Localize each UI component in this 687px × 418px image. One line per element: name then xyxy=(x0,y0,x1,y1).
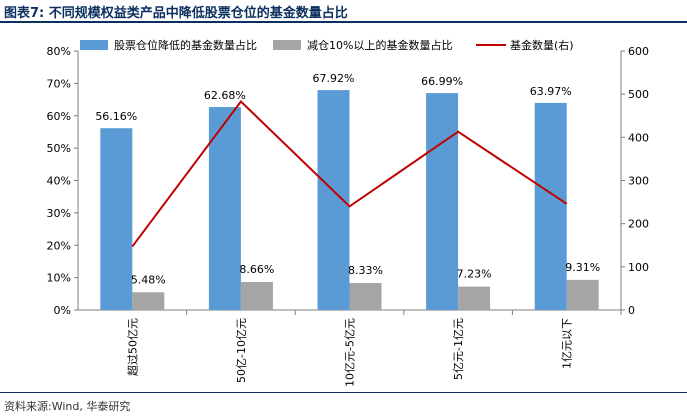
left-tick-label: 60% xyxy=(47,110,71,123)
left-tick-label: 10% xyxy=(47,272,71,285)
legend-swatch-cut-over-10 xyxy=(273,40,301,50)
legend-label: 减仓10%以上的基金数量占比 xyxy=(307,38,452,52)
position-cut-data-label: 66.99% xyxy=(421,75,463,88)
cut-over-10-data-label: 5.48% xyxy=(131,273,166,286)
position-cut-bar xyxy=(100,128,133,310)
cut-over-10-bar xyxy=(458,286,491,310)
right-tick-label: 0 xyxy=(628,304,635,317)
left-tick-label: 20% xyxy=(47,239,71,252)
position-cut-bar xyxy=(534,102,567,310)
left-tick-label: 40% xyxy=(47,175,71,188)
position-cut-data-label: 67.92% xyxy=(313,72,355,85)
left-tick-label: 30% xyxy=(47,207,71,220)
category-label: 50亿-10亿元 xyxy=(235,318,248,383)
cut-over-10-data-label: 7.23% xyxy=(457,268,492,281)
chart-line xyxy=(131,99,568,248)
left-tick-label: 70% xyxy=(47,77,71,90)
right-tick-label: 400 xyxy=(628,131,649,144)
cut-over-10-data-label: 8.66% xyxy=(239,263,274,276)
legend-label: 股票仓位降低的基金数量占比 xyxy=(114,38,257,52)
legend-swatch-position-cut xyxy=(80,40,108,50)
category-label: 1亿元以下 xyxy=(561,318,574,369)
category-label: 10亿元-5亿元 xyxy=(344,318,357,387)
figure-source: 资料来源:Wind, 华泰研究 xyxy=(4,400,131,413)
position-cut-data-label: 56.16% xyxy=(95,110,137,123)
right-tick-label: 200 xyxy=(628,218,649,231)
right-tick-label: 100 xyxy=(628,261,649,274)
source-divider xyxy=(0,392,687,393)
right-tick-label: 300 xyxy=(628,175,649,188)
position-cut-bar xyxy=(208,107,241,310)
position-cut-data-label: 62.68% xyxy=(204,89,246,102)
right-tick-label: 600 xyxy=(628,45,649,58)
category-label: 超过50亿元 xyxy=(125,318,139,376)
left-tick-label: 80% xyxy=(47,45,71,58)
category-label: 5亿元-1亿元 xyxy=(452,318,465,380)
cut-over-10-data-label: 9.31% xyxy=(565,261,600,274)
cut-over-10-bar xyxy=(349,283,382,310)
right-tick-label: 500 xyxy=(628,88,649,101)
position-cut-bar xyxy=(426,93,459,310)
cut-over-10-bar xyxy=(132,292,165,310)
left-tick-label: 0% xyxy=(54,304,71,317)
chart-legend: 股票仓位降低的基金数量占比 减仓10%以上的基金数量占比 基金数量(右) xyxy=(80,38,574,52)
figure-title: 图表7: 不同规模权益类产品中降低股票仓位的基金数量占比 xyxy=(4,6,348,21)
cut-over-10-data-label: 8.33% xyxy=(348,264,383,277)
position-cut-data-label: 63.97% xyxy=(530,85,572,98)
legend-label: 基金数量(右) xyxy=(510,38,574,52)
position-cut-bar xyxy=(317,90,350,310)
title-divider xyxy=(0,21,687,23)
cut-over-10-bar xyxy=(566,279,599,310)
cut-over-10-bar xyxy=(240,281,273,310)
left-tick-label: 50% xyxy=(47,142,71,155)
chart-labels: 56.16% 62.68% 67.92% 66.99% 63.97% 5.48% 8.66%… xyxy=(95,72,600,286)
